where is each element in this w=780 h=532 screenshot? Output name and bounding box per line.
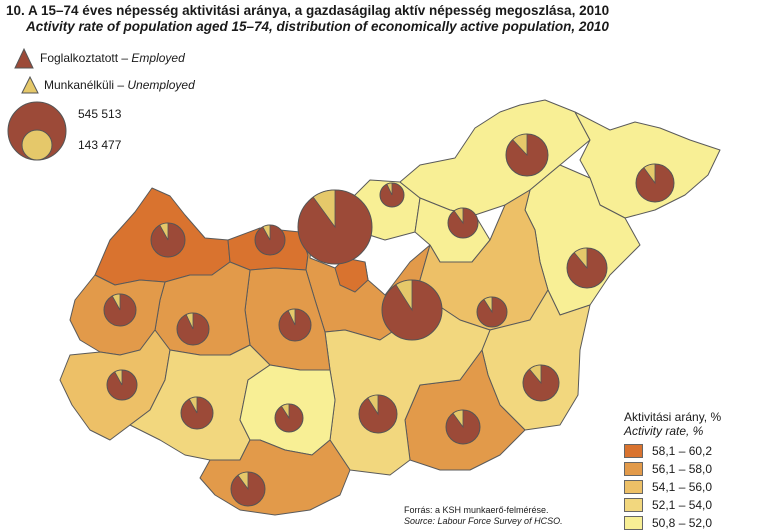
employed-label-hu: Foglalkoztatott – xyxy=(40,51,129,65)
legend-class: 52,1 – 54,0 xyxy=(624,496,721,514)
map-subtitle: Activity rate of population aged 15–74, … xyxy=(26,19,609,34)
legend-swatch xyxy=(624,462,643,476)
pie-unemployed-slice xyxy=(114,369,123,386)
pie-unemployed-slice xyxy=(262,224,271,241)
pie-unemployed-slice xyxy=(185,312,194,330)
size-legend-large-value: 545 513 xyxy=(78,107,122,121)
pie-unemployed-slice xyxy=(280,403,290,420)
pie-unemployed-slice xyxy=(386,182,393,196)
pie-unemployed-slice xyxy=(395,279,413,312)
legend-swatch xyxy=(624,516,643,530)
employed-legend-label: Foglalkoztatott – Employed xyxy=(40,51,185,65)
pie-unemployed-slice xyxy=(111,293,121,311)
map-title: 10. A 15–74 éves népesség aktivitási ará… xyxy=(6,3,610,18)
legend-class-label: 56,1 – 58,0 xyxy=(652,462,713,476)
size-legend-small-value: 143 477 xyxy=(78,138,122,152)
unemployed-legend-symbol xyxy=(21,75,39,94)
unemployed-label-hu: Munkanélküli – xyxy=(44,78,125,92)
unemployed-label-en: Unemployed xyxy=(127,78,195,92)
legend-class-label: 54,1 – 56,0 xyxy=(652,480,713,494)
legend-class: 50,8 – 52,0 xyxy=(624,514,721,532)
size-legend-small xyxy=(21,129,53,161)
source-note: Forrás: a KSH munkaerő-felmérése. Source… xyxy=(404,505,563,527)
pie-unemployed-slice xyxy=(452,409,464,429)
legend-class: 58,1 – 60,2 xyxy=(624,442,721,460)
pie-charts xyxy=(103,133,675,507)
legend-class-label: 50,8 – 52,0 xyxy=(652,516,713,530)
pie-unemployed-slice xyxy=(237,471,249,491)
legend-class-label: 58,1 – 60,2 xyxy=(652,444,713,458)
pie-unemployed-slice xyxy=(528,364,542,385)
unemployed-legend-label: Munkanélküli – Unemployed xyxy=(44,78,195,92)
pie-unemployed-slice xyxy=(453,207,464,225)
pie-legend-symbols xyxy=(7,47,67,161)
employed-label-en: Employed xyxy=(131,51,185,65)
legend-swatch xyxy=(624,498,643,512)
pie-unemployed-slice xyxy=(188,396,198,414)
legend-swatch xyxy=(624,480,643,494)
legend-class: 56,1 – 58,0 xyxy=(624,460,721,478)
pie-unemployed-slice xyxy=(483,296,493,314)
pie-unemployed-slice xyxy=(287,308,296,326)
pie-unemployed-slice xyxy=(643,163,656,185)
pie-unemployed-slice xyxy=(573,247,588,270)
legend-class: 54,1 – 56,0 xyxy=(624,478,721,496)
pie-unemployed-slice xyxy=(512,133,528,157)
pie-unemployed-slice xyxy=(312,189,336,229)
legend-swatch xyxy=(624,444,643,458)
employed-legend-symbol xyxy=(14,47,34,69)
legend-title-hu: Aktivitási arány, % xyxy=(624,410,722,424)
legend-class-label: 52,1 – 54,0 xyxy=(652,498,713,512)
source-hu: Forrás: a KSH munkaerő-felmérése. xyxy=(404,505,549,515)
legend-title-en: Activity rate, % xyxy=(624,424,704,438)
activity-rate-legend: Aktivitási arány, % Activity rate, % 58,… xyxy=(624,410,721,532)
pie-unemployed-slice xyxy=(367,394,379,416)
pie-unemployed-slice xyxy=(159,222,169,241)
source-en: Source: Labour Force Survey of HCSO. xyxy=(404,516,563,526)
